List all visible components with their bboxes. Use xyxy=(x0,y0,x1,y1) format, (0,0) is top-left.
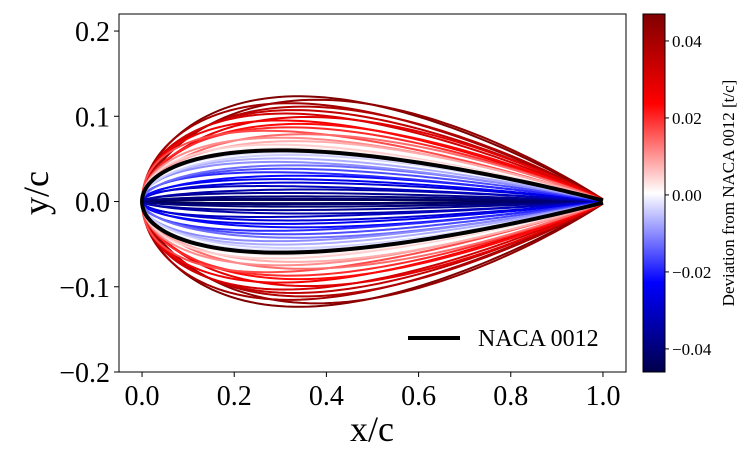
x-tick-label: 0.2 xyxy=(217,381,252,412)
x-axis-label: x/c xyxy=(350,409,394,449)
x-tick-label: 0.8 xyxy=(493,381,528,412)
colorbar-tick-label: 0.04 xyxy=(672,32,702,51)
colorbar-tick-label: −0.02 xyxy=(672,263,711,282)
x-tick-label: 0.4 xyxy=(309,381,344,412)
legend: NACA 0012 xyxy=(408,326,599,352)
y-tick-label: 0.2 xyxy=(75,17,110,48)
y-tick-label: −0.2 xyxy=(59,358,110,389)
naca-0012-reference-curve xyxy=(140,148,604,255)
x-tick-label: 0.6 xyxy=(401,381,436,412)
y-tick-label: 0.0 xyxy=(75,188,110,219)
y-axis-label: y/c xyxy=(16,171,56,215)
colorbar-gradient xyxy=(642,13,666,373)
colorbar-tick-label: −0.04 xyxy=(672,340,712,359)
y-axis: −0.2 −0.1 0.0 0.1 0.2 xyxy=(59,17,119,389)
x-tick-label: 1.0 xyxy=(585,381,620,412)
colorbar-tick-label: 0.02 xyxy=(672,109,702,128)
y-tick-label: 0.1 xyxy=(75,102,110,133)
plot-area xyxy=(118,13,627,373)
colorbar-ticks: −0.04 −0.02 0.00 0.02 0.04 xyxy=(665,32,712,359)
colorbar-label: Deviation from NACA 0012 [t/c] xyxy=(719,80,738,307)
x-tick-label: 0.0 xyxy=(125,381,160,412)
colorbar-tick-label: 0.00 xyxy=(672,186,702,205)
colorbar: −0.04 −0.02 0.00 0.02 0.04 Deviation from NA… xyxy=(642,13,738,373)
y-tick-label: −0.1 xyxy=(59,273,110,304)
plot-frame xyxy=(118,13,627,373)
x-axis: 0.0 0.2 0.4 0.6 0.8 1.0 xyxy=(125,372,620,412)
legend-label-naca-0012: NACA 0012 xyxy=(478,326,599,352)
